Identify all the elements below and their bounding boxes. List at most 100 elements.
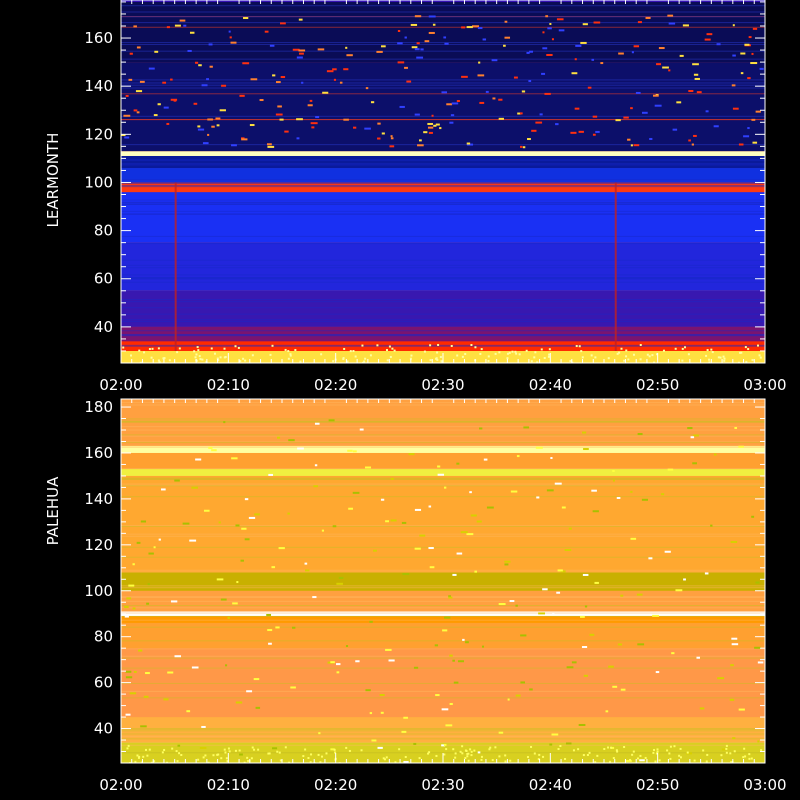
noise-speckle <box>228 750 231 753</box>
y-tick-label: 100 <box>84 173 113 191</box>
speckle <box>466 143 474 146</box>
speckle <box>757 661 764 664</box>
speckle <box>551 733 559 736</box>
texture-line <box>121 213 765 215</box>
noise-speckle <box>454 752 457 755</box>
speckle <box>620 688 626 691</box>
noise-speckle <box>404 755 407 758</box>
noise-speckle <box>196 346 199 349</box>
noise-speckle <box>271 344 274 347</box>
texture-line <box>121 483 765 485</box>
noise-speckle <box>669 745 672 748</box>
speckle <box>369 620 373 623</box>
speckle <box>566 666 574 669</box>
noise-speckle <box>464 757 467 760</box>
speckle <box>469 491 472 494</box>
noise-speckle <box>284 746 287 749</box>
texture-line <box>121 426 765 428</box>
speckle <box>446 103 453 106</box>
chart-panel-1: 40608010012014016018002:0002:1002:2002:3… <box>44 0 787 394</box>
speckle <box>529 688 533 691</box>
speckle <box>633 45 640 48</box>
noise-speckle <box>572 749 575 752</box>
noise-speckle <box>666 749 669 752</box>
speckle <box>160 488 166 491</box>
noise-speckle <box>213 352 216 355</box>
noise-speckle <box>543 357 546 360</box>
texture-line <box>121 752 765 754</box>
speckle <box>486 506 494 509</box>
speckle <box>228 30 231 33</box>
speckle <box>229 36 232 39</box>
noise-speckle <box>269 353 272 356</box>
noise-speckle <box>145 748 148 751</box>
speckle <box>348 507 353 510</box>
speckle <box>699 707 705 710</box>
speckle <box>617 643 623 646</box>
noise-speckle <box>687 353 690 356</box>
speckle <box>633 144 640 147</box>
speckle <box>309 99 313 102</box>
noise-speckle <box>197 758 200 761</box>
speckle <box>380 498 385 501</box>
noise-speckle <box>150 761 153 763</box>
speckle <box>280 22 286 25</box>
band-10 <box>121 452 765 470</box>
speckle <box>547 27 552 30</box>
noise-speckle <box>530 745 533 748</box>
speckle <box>146 602 150 605</box>
noise-speckle <box>360 749 363 752</box>
speckle <box>558 29 565 32</box>
speckle <box>685 752 692 755</box>
noise-speckle <box>758 354 761 357</box>
speckle <box>690 436 695 439</box>
noise-speckle <box>751 359 754 362</box>
noise-speckle <box>459 750 462 753</box>
speckle <box>154 50 159 53</box>
speckle <box>461 26 466 29</box>
noise-speckle <box>479 352 482 355</box>
noise-speckle <box>363 360 366 363</box>
noise-speckle <box>461 745 464 748</box>
texture-line <box>121 278 765 280</box>
texture-line <box>121 728 765 730</box>
speckle <box>271 566 276 569</box>
noise-speckle <box>679 747 682 750</box>
texture-line <box>121 605 765 607</box>
noise-speckle <box>227 747 230 750</box>
noise-speckle <box>253 748 256 751</box>
noise-speckle <box>287 357 290 360</box>
speckle <box>549 743 553 746</box>
speckle <box>182 522 190 525</box>
speckle <box>124 136 130 139</box>
noise-speckle <box>588 751 591 754</box>
speckle <box>693 434 699 437</box>
speckle <box>554 482 562 485</box>
noise-speckle <box>511 350 514 353</box>
speckle <box>365 689 371 692</box>
noise-speckle <box>489 746 492 749</box>
noise-speckle <box>729 752 732 755</box>
noise-speckle <box>594 356 597 359</box>
speckle <box>584 605 588 608</box>
speckle <box>385 648 392 651</box>
speckle <box>510 490 518 493</box>
speckle <box>520 681 526 684</box>
noise-speckle <box>217 359 220 362</box>
noise-speckle <box>596 754 599 757</box>
burst-spike-1 <box>614 182 617 351</box>
noise-speckle <box>161 751 164 754</box>
noise-speckle <box>134 760 137 763</box>
texture-line <box>121 600 765 602</box>
speckle <box>627 138 631 141</box>
noise-speckle <box>760 749 763 752</box>
noise-speckle <box>319 761 322 763</box>
noise-speckle <box>651 354 654 357</box>
noise-speckle <box>180 753 183 756</box>
speckle <box>620 594 624 597</box>
speckle <box>615 119 621 122</box>
speckle <box>479 101 485 104</box>
speckle <box>123 114 131 117</box>
noise-speckle <box>349 350 352 353</box>
speckle <box>369 712 373 715</box>
